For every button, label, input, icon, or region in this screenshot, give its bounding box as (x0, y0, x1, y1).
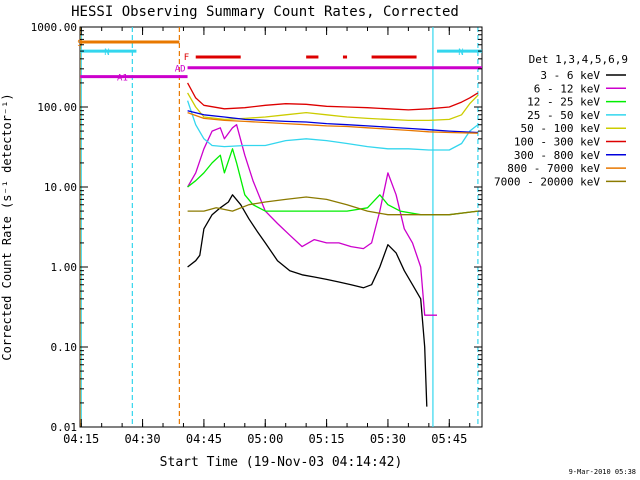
legend-label-1: 6 - 12 keV (534, 82, 601, 95)
legend-label-6: 300 - 800 keV (514, 149, 600, 162)
flare-flag-label: F (184, 53, 189, 63)
axes-layer: 0.01 0.10 1.00 10.00 100.00 1000.00 04:15 04:30… (31, 21, 482, 446)
flag-label-n-1: N (104, 48, 109, 58)
series-line-2 (187, 148, 478, 216)
y-axis-label: Corrected Count Rate (s⁻¹ detector⁻¹) (0, 93, 14, 360)
flag-label-a1-4: A1 (117, 74, 128, 84)
y-tick-label-0: 0.01 (51, 421, 78, 434)
series-line-8 (187, 196, 478, 216)
series-line-7 (187, 111, 478, 134)
flag-label-ad-3: AD (175, 65, 186, 75)
chart-title: HESSI Observing Summary Count Rates, Cor… (71, 4, 459, 20)
flag-label-n-2: N (458, 48, 463, 58)
x-tick-label-2: 04:45 (186, 432, 222, 446)
series-line-6 (187, 110, 478, 134)
legend-label-7: 800 - 7000 keV (507, 162, 600, 175)
x-axis-label: Start Time (19-Nov-03 04:14:42) (160, 455, 403, 470)
legend-label-4: 50 - 100 keV (521, 122, 601, 135)
y-tick-label-5: 1000.00 (31, 21, 77, 34)
footer-timestamp: 9-Mar-2010 05:38 (569, 468, 636, 476)
series-line-4 (187, 92, 479, 122)
x-tick-label-1: 04:30 (125, 432, 161, 446)
y-tick-label-1: 0.10 (51, 341, 78, 354)
flag-label-s-0: S (77, 39, 82, 49)
legend-label-0: 3 - 6 keV (540, 69, 600, 82)
legend-label-8: 7000 - 20000 keV (494, 175, 600, 188)
x-tick-label-4: 05:15 (309, 432, 345, 446)
x-tick-label-0: 04:15 (63, 432, 99, 446)
y-tick-label-4: 100.00 (37, 101, 77, 114)
series-line-1 (187, 124, 437, 316)
legend-label-3: 25 - 50 keV (527, 109, 600, 122)
x-tick-label-6: 05:45 (431, 432, 467, 446)
series-layer (186, 82, 479, 407)
series-line-0 (187, 194, 428, 407)
x-tick-label-3: 05:00 (247, 432, 283, 446)
x-tick-label-5: 05:30 (370, 432, 406, 446)
y-tick-label-3: 10.00 (44, 181, 77, 194)
legend-title: Det 1,3,4,5,6,9 (529, 53, 628, 66)
legend-label-2: 12 - 25 keV (527, 96, 600, 109)
y-tick-label-2: 1.00 (51, 261, 78, 274)
series-line-3 (186, 100, 479, 151)
series-line-5 (187, 82, 479, 111)
legend-label-5: 100 - 300 keV (514, 136, 600, 149)
marker-layer: S N N AD A1 F (77, 27, 482, 427)
